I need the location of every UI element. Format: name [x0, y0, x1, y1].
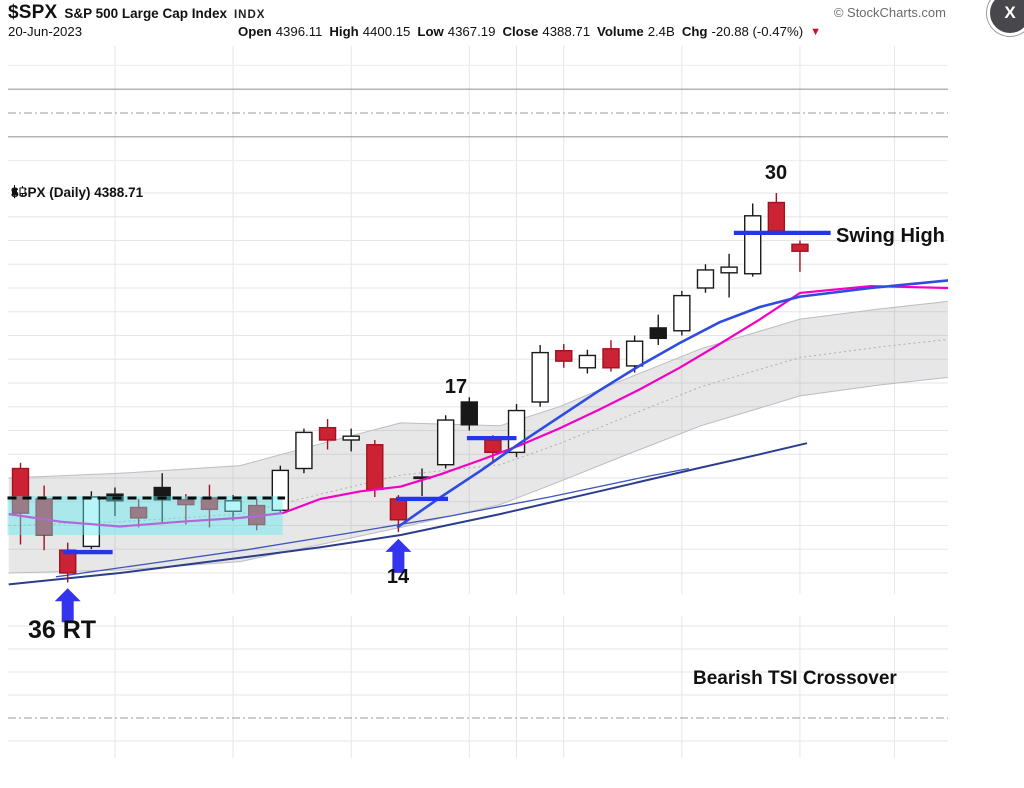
- annotation-count-17: 17: [444, 376, 468, 398]
- annotation-count-30: 30: [764, 162, 788, 184]
- symbol: $SPX: [8, 2, 58, 23]
- quote-fields: Open 4396.11 High 4400.15 Low 4367.19 Close 438…: [238, 24, 821, 39]
- annotation-bearish-tsi: Bearish TSI Crossover: [693, 668, 897, 689]
- change-down-triangle-icon: ▼: [810, 26, 821, 38]
- up-arrow-icon: [385, 538, 412, 573]
- quote-label: Volume: [597, 24, 644, 39]
- grid-layer: [8, 46, 948, 758]
- quote-value: 4396.11: [275, 24, 323, 39]
- stockcharts-badge-icon[interactable]: X: [987, 0, 1024, 36]
- chart-legend: $SPX (Daily) 4388.71: [11, 185, 143, 200]
- header-title: $SPX S&P 500 Large Cap Index INDX: [8, 2, 265, 24]
- quote-label: Low: [417, 24, 444, 39]
- quote-label: High: [329, 24, 359, 39]
- symbol-exchange: INDX: [233, 9, 266, 21]
- quote-label: Close: [502, 24, 539, 39]
- up-arrow-icon: [54, 588, 81, 623]
- quote-value: 4388.71: [542, 24, 591, 39]
- quote-label: Open: [238, 24, 272, 39]
- quote-value: -20.88 (-0.47%): [711, 24, 804, 39]
- legend-text: $SPX (Daily) 4388.71: [11, 185, 144, 200]
- drawings-layer: [7, 230, 831, 623]
- copyright: © StockCharts.com: [833, 5, 946, 20]
- quote-label: Chg: [681, 24, 708, 39]
- overlay-lines-layer: [8, 279, 948, 529]
- quote-value: 2.4B: [647, 24, 675, 39]
- annotation-count-14: 14: [386, 566, 410, 588]
- annotation-swing-high: Swing High: [836, 225, 945, 247]
- symbol-name: S&P 500 Large Cap Index: [64, 6, 227, 21]
- quote-value: 4367.19: [447, 24, 496, 39]
- quote-value: 4400.15: [362, 24, 411, 39]
- annotation-36-rt: 36 RT: [28, 616, 97, 644]
- candlestick-legend-icon: [12, 185, 26, 198]
- quote-date: 20-Jun-2023: [8, 24, 83, 39]
